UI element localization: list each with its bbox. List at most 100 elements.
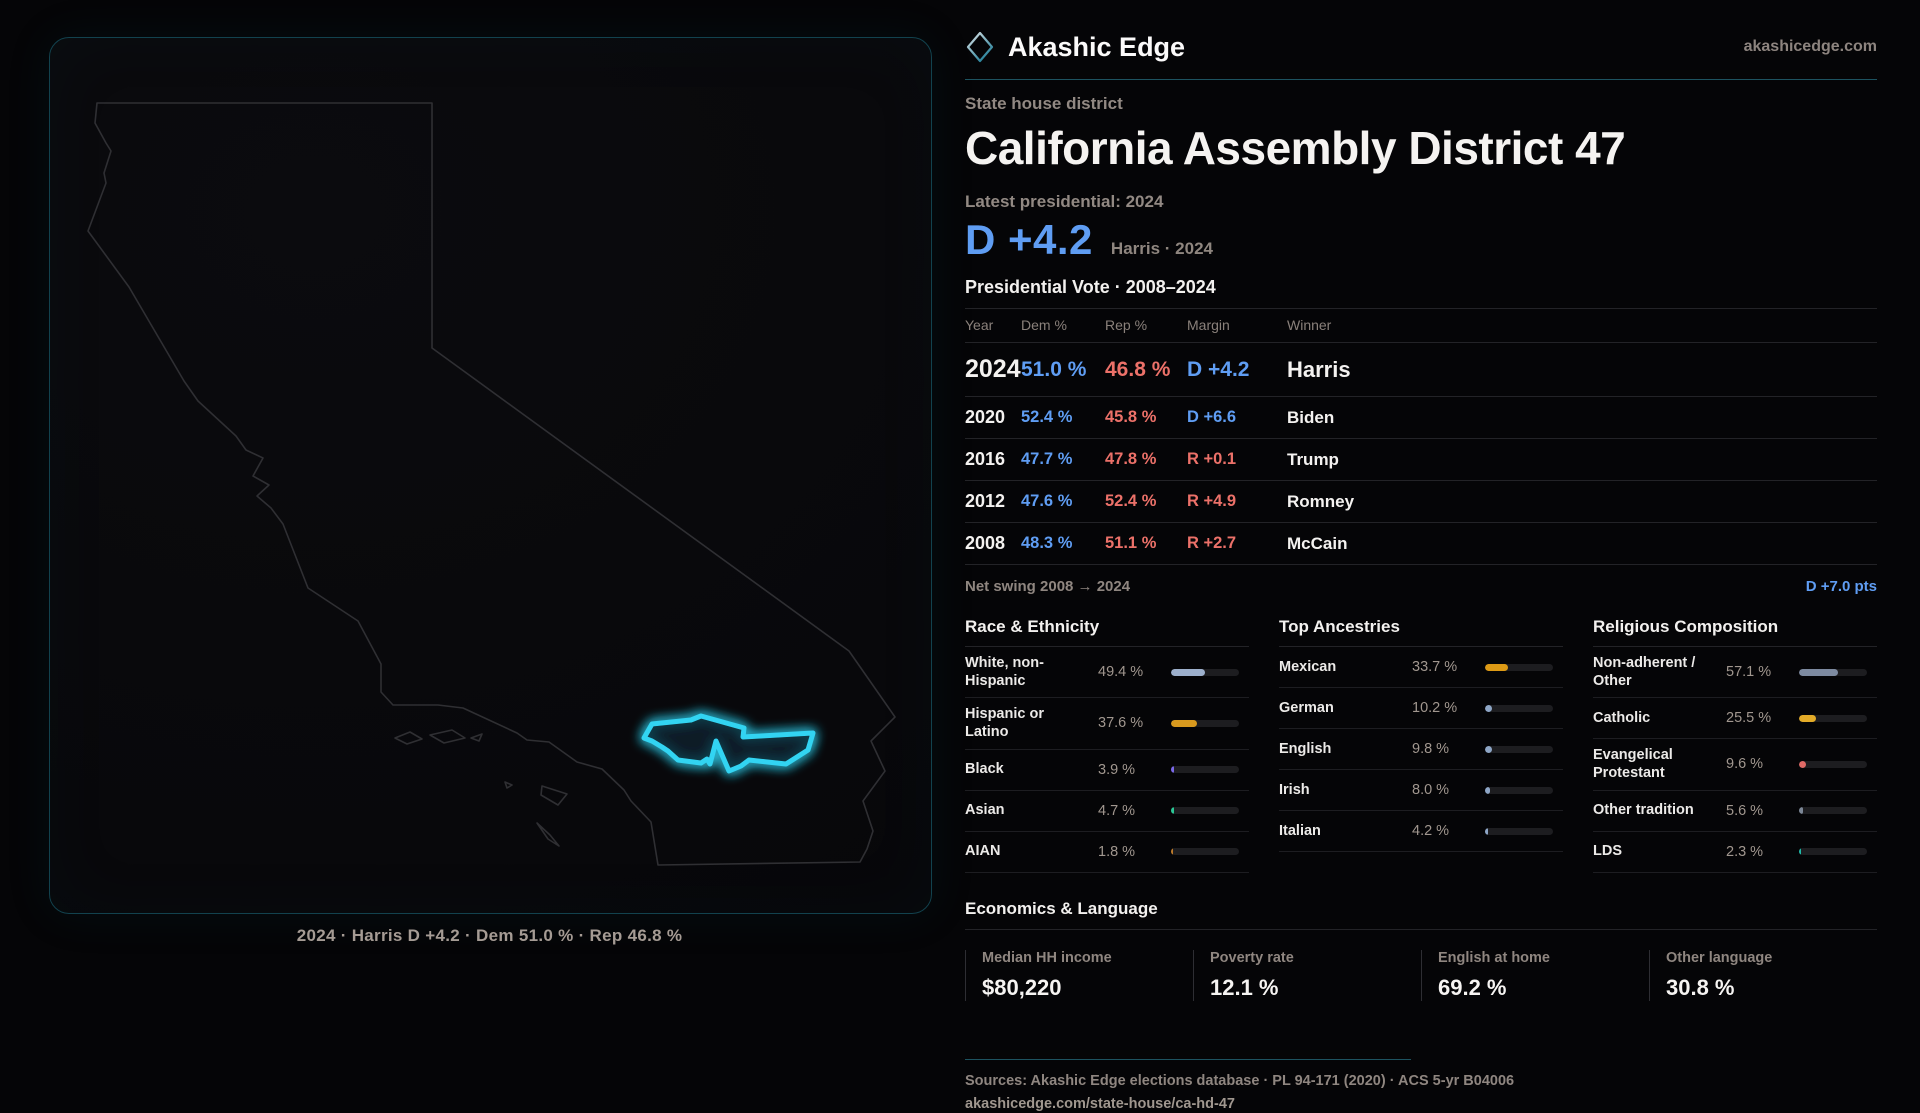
- vote-column-header: Rep %: [1105, 317, 1148, 333]
- vote-dem-pct: 47.6 %: [1021, 492, 1073, 510]
- stat-card: Poverty rate 12.1 %: [1193, 949, 1421, 1001]
- brand-name: Akashic Edge: [1008, 31, 1186, 62]
- demographic-bar-fill: [1171, 807, 1175, 814]
- channel-islands: [429, 729, 466, 744]
- vote-year: 2008: [965, 533, 1006, 553]
- vote-winner: Trump: [1287, 449, 1339, 469]
- vote-margin: D +6.6: [1187, 408, 1237, 426]
- permalink[interactable]: akashicedge.com/state-house/ca-hd-47: [965, 1095, 1235, 1112]
- channel-islands: [470, 733, 483, 742]
- demographic-label: Hispanic or Latino: [965, 706, 1044, 741]
- demographic-row: Irish 8.0 %: [1279, 770, 1563, 811]
- demographic-value: 49.4 %: [1098, 664, 1144, 681]
- demographic-bar-fill: [1799, 848, 1801, 855]
- stat-card: Other language 30.8 %: [1649, 949, 1877, 1001]
- demographic-label: Asian: [965, 802, 1005, 819]
- demographic-row: White, non-Hispanic 49.4 %: [965, 647, 1249, 699]
- vote-row: 2020 52.4 % 45.8 % D +6.6 Biden: [965, 397, 1877, 439]
- demographic-label: AIAN: [965, 843, 1001, 860]
- vote-winner: Biden: [1287, 407, 1335, 427]
- channel-islands: [504, 781, 513, 789]
- stat-label: Median HH income: [982, 949, 1112, 966]
- demographic-value: 8.0 %: [1412, 782, 1450, 798]
- vote-year: 2016: [965, 449, 1006, 469]
- header-divider: [965, 79, 1877, 80]
- demographic-row: LDS 2.3 %: [1593, 832, 1877, 873]
- demographic-value: 5.6 %: [1726, 802, 1764, 819]
- vote-table-title: Presidential Vote · 2008–2024: [965, 277, 1216, 297]
- california-map: [87, 102, 896, 866]
- demographic-bar-fill: [1799, 714, 1817, 722]
- vote-margin: R +0.1: [1187, 450, 1237, 468]
- demographic-column: Religious Composition Non-adherent / Oth…: [1593, 617, 1877, 873]
- vote-row: 2012 47.6 % 52.4 % R +4.9 Romney: [965, 481, 1877, 523]
- vote-dem-pct: 51.0 %: [1021, 357, 1087, 381]
- stat-label: Other language: [1666, 949, 1773, 966]
- demographic-column: Race & Ethnicity White, non-Hispanic 49.…: [965, 617, 1249, 873]
- demographic-value: 9.6 %: [1726, 756, 1764, 773]
- brand-domain-link[interactable]: akashicedge.com: [1743, 38, 1877, 55]
- demographic-column-title: Race & Ethnicity: [965, 617, 1249, 647]
- footer-divider: [965, 1058, 1411, 1060]
- brand-header: Akashic Edge akashicedge.com: [965, 28, 1877, 79]
- vote-dem-pct: 52.4 %: [1021, 408, 1073, 426]
- demographic-row: English 9.8 %: [1279, 729, 1563, 770]
- kicker: State house district: [965, 94, 1123, 113]
- demographic-row: Italian 4.2 %: [1279, 811, 1563, 852]
- demographic-value: 33.7 %: [1412, 659, 1458, 675]
- vote-column-header: Dem %: [1021, 317, 1067, 333]
- demographic-bar-track: [1799, 668, 1867, 676]
- vote-row: 2016 47.7 % 47.8 % R +0.1 Trump: [965, 439, 1877, 481]
- page-title: California Assembly District 47: [965, 122, 1626, 174]
- demographic-bar-track: [1799, 807, 1867, 814]
- demographic-bar-track: [1171, 668, 1239, 676]
- vote-rep-pct: 52.4 %: [1105, 492, 1157, 510]
- demographic-value: 2.3 %: [1726, 843, 1764, 860]
- demographic-bar-track: [1171, 719, 1239, 727]
- demographic-row: Black 3.9 %: [965, 750, 1249, 791]
- demographic-value: 4.7 %: [1098, 802, 1136, 819]
- demographic-row: German 10.2 %: [1279, 688, 1563, 729]
- demographic-bar-track: [1171, 848, 1239, 855]
- demographic-bar-track: [1485, 704, 1553, 712]
- san-clemente-island: [536, 822, 560, 847]
- vote-row: 2024 51.0 % 46.8 % D +4.2 Harris: [965, 343, 1877, 397]
- headline-margin-row: D +4.2 Harris · 2024: [965, 216, 1877, 264]
- demographic-label: Other tradition: [1593, 802, 1694, 819]
- demographic-label: German: [1279, 699, 1334, 716]
- demographic-row: Mexican 33.7 %: [1279, 647, 1563, 688]
- demographic-label: English: [1279, 740, 1332, 757]
- net-swing-row: Net swing 2008 → 2024 D +7.0 pts: [965, 565, 1877, 595]
- demographic-value: 10.2 %: [1412, 700, 1458, 716]
- demographic-bar-fill: [1171, 719, 1197, 727]
- stat-card: Median HH income $80,220: [965, 949, 1193, 1001]
- stat-value: $80,220: [982, 974, 1062, 1000]
- demographic-column-title: Top Ancestries: [1279, 617, 1563, 647]
- brand: Akashic Edge: [965, 30, 1185, 64]
- vote-dem-pct: 47.7 %: [1021, 450, 1073, 468]
- vote-column-header: Winner: [1287, 317, 1332, 333]
- demographic-value: 37.6 %: [1098, 715, 1144, 732]
- demographic-column: Top Ancestries Mexican 33.7 % German 10.…: [1279, 617, 1563, 873]
- vote-column-header: Margin: [1187, 317, 1230, 333]
- district-47-shape[interactable]: [641, 713, 816, 774]
- demographic-label: Catholic: [1593, 710, 1651, 727]
- demographic-row: AIAN 1.8 %: [965, 832, 1249, 873]
- demographic-row: Other tradition 5.6 %: [1593, 791, 1877, 832]
- stat-label: English at home: [1438, 949, 1550, 966]
- vote-year: 2012: [965, 491, 1006, 511]
- demographic-bar-track: [1799, 760, 1867, 768]
- demographic-bar-fill: [1171, 848, 1173, 855]
- latest-presidential-label: Latest presidential: 2024: [965, 192, 1164, 211]
- headline-margin-value: D +4.2: [965, 216, 1093, 263]
- stat-card: English at home 69.2 %: [1421, 949, 1649, 1001]
- catalina-island: [540, 785, 568, 806]
- stat-value: 69.2 %: [1438, 974, 1507, 1000]
- demographic-bar-fill: [1171, 766, 1174, 773]
- vote-winner: Romney: [1287, 491, 1355, 511]
- demographic-bar-track: [1485, 786, 1553, 794]
- demographics-section: Race & Ethnicity White, non-Hispanic 49.…: [965, 617, 1877, 873]
- vote-margin: D +4.2: [1187, 357, 1250, 381]
- district-report: Akashic Edge akashicedge.com State house…: [965, 28, 1877, 1113]
- economics-title: Economics & Language: [965, 899, 1877, 930]
